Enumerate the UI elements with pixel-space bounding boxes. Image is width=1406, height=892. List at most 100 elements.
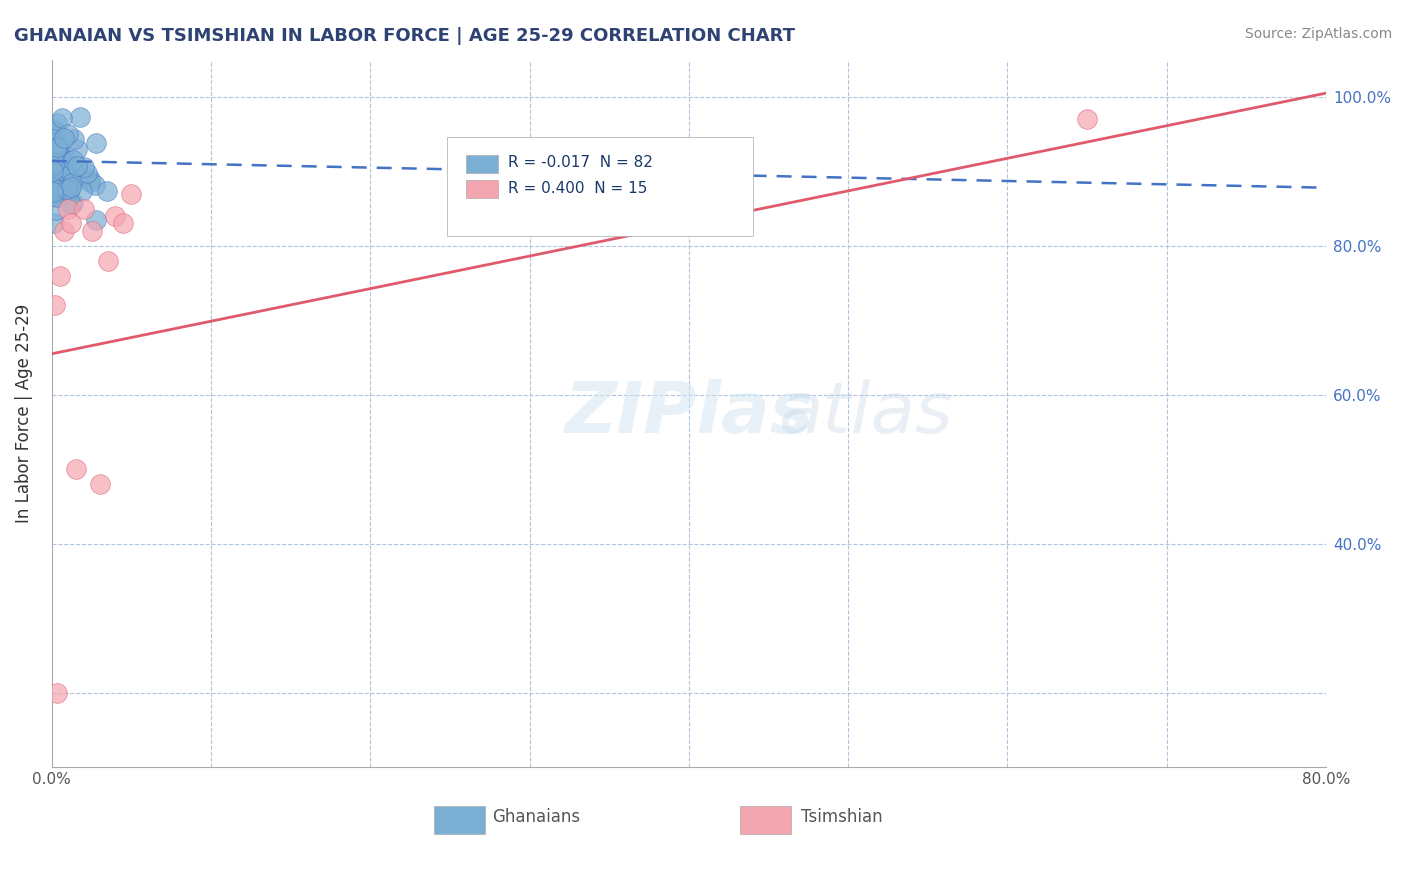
Point <box>42 139 65 153</box>
Point <box>44 139 66 153</box>
Point <box>51 154 73 169</box>
Point <box>63 132 86 146</box>
Point <box>89 477 111 491</box>
Point <box>44 184 66 198</box>
Point <box>44 156 66 170</box>
Point <box>44 123 66 137</box>
Point <box>96 253 118 268</box>
Point <box>41 181 63 195</box>
Point <box>45 156 67 170</box>
Point <box>42 155 65 169</box>
Point <box>41 131 63 145</box>
Point <box>48 268 70 283</box>
Point <box>66 142 89 156</box>
Point <box>59 197 82 211</box>
Point <box>56 202 79 216</box>
Point <box>52 158 75 172</box>
FancyBboxPatch shape <box>740 806 790 834</box>
Text: R = 0.400  N = 15: R = 0.400 N = 15 <box>508 181 647 196</box>
Point <box>52 152 75 166</box>
FancyBboxPatch shape <box>434 806 485 834</box>
Point <box>59 179 82 194</box>
Point <box>76 166 98 180</box>
FancyBboxPatch shape <box>447 137 752 236</box>
Point <box>53 224 76 238</box>
Point <box>96 184 118 198</box>
Point <box>46 169 69 184</box>
Point <box>60 174 83 188</box>
Point <box>41 165 63 179</box>
Text: ZIPlas: ZIPlas <box>565 379 813 448</box>
Point <box>72 202 94 216</box>
Point <box>55 152 77 166</box>
Point <box>73 160 96 174</box>
Point <box>56 182 79 196</box>
Point <box>104 209 127 223</box>
Point <box>42 185 65 199</box>
Text: R = -0.017  N = 82: R = -0.017 N = 82 <box>508 154 652 169</box>
Point <box>44 137 66 152</box>
Point <box>49 152 72 166</box>
Point <box>51 111 73 125</box>
Point <box>45 178 67 193</box>
Point <box>49 155 72 169</box>
Point <box>42 149 65 163</box>
Point <box>112 217 135 231</box>
FancyBboxPatch shape <box>465 155 498 173</box>
Point <box>84 212 107 227</box>
Point <box>44 216 66 230</box>
Point <box>41 159 63 173</box>
Point <box>52 186 75 201</box>
Text: atlas: atlas <box>778 379 953 448</box>
Point <box>41 149 63 163</box>
Point <box>42 158 65 172</box>
Point <box>42 189 65 203</box>
Point <box>45 125 67 139</box>
Text: Source: ZipAtlas.com: Source: ZipAtlas.com <box>1244 27 1392 41</box>
Point <box>62 195 84 210</box>
Point <box>44 136 66 150</box>
FancyBboxPatch shape <box>465 180 498 197</box>
Point <box>45 116 67 130</box>
Point <box>46 140 69 154</box>
Point <box>55 161 77 175</box>
Point <box>42 164 65 178</box>
Point <box>86 136 108 150</box>
Text: Tsimshian: Tsimshian <box>801 807 883 826</box>
Y-axis label: In Labor Force | Age 25-29: In Labor Force | Age 25-29 <box>15 304 32 523</box>
Point <box>53 131 76 145</box>
Point <box>44 159 66 173</box>
Point <box>45 686 67 700</box>
Point <box>63 164 86 178</box>
Point <box>45 145 67 159</box>
Point <box>72 184 94 198</box>
Point <box>62 153 84 167</box>
Point <box>80 224 103 238</box>
Point <box>65 462 87 476</box>
Point <box>48 178 70 192</box>
Point <box>49 169 72 183</box>
Point <box>48 164 70 178</box>
Point <box>45 142 67 156</box>
Point <box>120 186 142 201</box>
Point <box>56 176 79 190</box>
Point <box>45 202 67 217</box>
Point <box>52 172 75 186</box>
Point <box>51 166 73 180</box>
Text: GHANAIAN VS TSIMSHIAN IN LABOR FORCE | AGE 25-29 CORRELATION CHART: GHANAIAN VS TSIMSHIAN IN LABOR FORCE | A… <box>14 27 794 45</box>
Point <box>46 170 69 185</box>
Point <box>60 176 83 190</box>
Point <box>45 161 67 176</box>
Point <box>46 141 69 155</box>
Point <box>52 165 75 179</box>
Point <box>52 164 75 178</box>
Point <box>69 110 91 124</box>
Point <box>66 159 89 173</box>
Point <box>45 152 67 166</box>
Point <box>41 173 63 187</box>
Point <box>42 152 65 166</box>
Point <box>59 163 82 178</box>
Point <box>58 186 80 201</box>
Point <box>42 179 65 194</box>
Point <box>1076 112 1098 127</box>
